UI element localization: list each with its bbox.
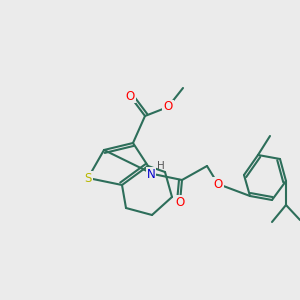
Text: O: O: [125, 89, 135, 103]
Text: O: O: [213, 178, 223, 190]
Text: O: O: [176, 196, 184, 208]
Text: O: O: [164, 100, 172, 113]
Text: H: H: [157, 161, 165, 171]
Text: S: S: [84, 172, 92, 184]
Text: N: N: [147, 167, 155, 181]
